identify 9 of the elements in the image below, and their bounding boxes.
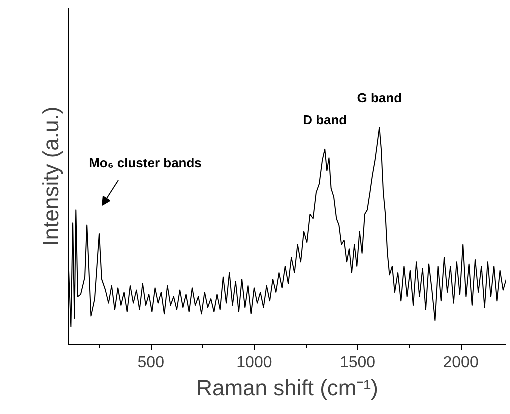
annotation: D band bbox=[303, 112, 348, 128]
x-tick-label: 2000 bbox=[443, 354, 479, 372]
x-tick-label: 1500 bbox=[340, 354, 376, 372]
annotation: G band bbox=[357, 90, 402, 106]
x-tick-label: 500 bbox=[138, 354, 165, 372]
x-axis-title: Raman shift (cm⁻¹) bbox=[196, 376, 378, 400]
y-axis-title: Intensity (a.u.) bbox=[38, 106, 64, 246]
x-tick-label: 1000 bbox=[236, 354, 272, 372]
annotation: Mo₆ cluster bands bbox=[89, 156, 202, 170]
